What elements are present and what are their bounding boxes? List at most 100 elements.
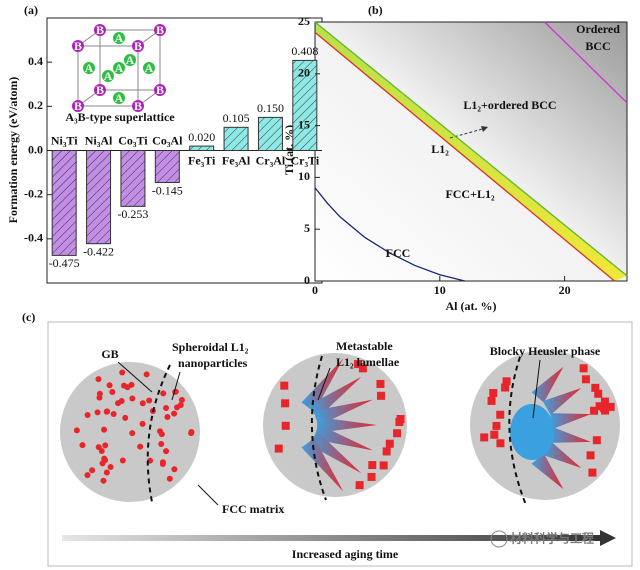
heusler-phase	[510, 404, 554, 460]
particle	[104, 408, 111, 415]
lamella	[308, 376, 362, 419]
y-tick-label: 0	[304, 273, 310, 287]
atom-a	[113, 32, 125, 44]
particle	[376, 379, 385, 388]
y-tick-label: 5	[304, 221, 310, 235]
particle	[73, 427, 80, 434]
particle	[115, 400, 122, 407]
atom-label: B	[134, 99, 142, 113]
particle	[489, 388, 498, 397]
bar	[120, 150, 146, 207]
value-label: -0.145	[152, 183, 183, 197]
particle	[480, 433, 489, 442]
particle	[166, 475, 173, 482]
particle	[164, 414, 171, 421]
particle	[96, 394, 103, 401]
particle	[591, 383, 600, 392]
inset-label: A₃B-type superlattice	[65, 110, 175, 124]
particle	[368, 461, 377, 470]
x-tick-label: Ni₃Al	[85, 133, 113, 147]
particle	[588, 468, 597, 477]
particle	[158, 441, 165, 448]
particle	[501, 383, 510, 392]
particle	[79, 442, 86, 449]
series-line	[314, 31, 615, 282]
atom-label: B	[156, 83, 164, 97]
particle	[100, 477, 107, 484]
lamella	[531, 366, 564, 403]
particle	[595, 402, 604, 411]
particle	[178, 396, 185, 403]
series-line	[544, 21, 628, 104]
particle	[98, 448, 105, 455]
lamella	[301, 358, 344, 412]
atom-label: A	[145, 61, 154, 75]
lamella	[542, 441, 582, 468]
particle	[106, 382, 113, 389]
particle	[188, 430, 195, 437]
particle	[606, 402, 615, 411]
y-axis-label: Formation energy (eV/atom)	[6, 77, 20, 224]
atom-label: A	[85, 61, 94, 75]
particle	[594, 389, 603, 398]
diagram-label: FCC matrix	[222, 502, 284, 516]
region-label: FCC+L1₂	[445, 187, 495, 201]
atom-a	[113, 92, 125, 104]
x-tick-label: Cr₃Ti	[290, 153, 319, 167]
particle	[385, 439, 394, 448]
y-tick-label: 15	[298, 117, 310, 131]
particle	[382, 447, 391, 456]
particle	[139, 420, 146, 427]
y-tick-label: -0.4	[24, 231, 43, 245]
bar	[86, 150, 112, 245]
particle	[490, 430, 499, 439]
particle	[496, 410, 505, 419]
bar	[257, 116, 283, 151]
panel-label: (c)	[22, 310, 35, 324]
x-tick-label: Ni₃Ti	[51, 133, 78, 147]
panel-box	[47, 321, 633, 567]
region-label: L1₂	[431, 142, 449, 156]
bar	[51, 150, 77, 256]
particle	[376, 391, 385, 400]
atom-b	[72, 100, 84, 112]
particle	[487, 396, 496, 405]
watermark: 材料科学与工程	[509, 531, 594, 546]
grain-boundary	[310, 355, 327, 501]
diagram-label: GB	[101, 347, 118, 361]
atom-b	[72, 40, 84, 52]
particle	[119, 369, 126, 376]
bar	[189, 145, 215, 151]
particle	[159, 459, 166, 466]
particle	[158, 431, 165, 438]
particle	[84, 472, 91, 479]
particle	[579, 364, 588, 373]
y-tick-label: 0.0	[28, 142, 43, 156]
y-tick-label: 10	[298, 169, 310, 183]
diagram-label: Metastable	[336, 339, 393, 353]
particle	[119, 457, 126, 464]
atom-b	[154, 24, 166, 36]
value-label: 0.020	[188, 130, 215, 144]
atom-label: B	[156, 23, 164, 37]
value-label: -0.253	[117, 207, 148, 221]
particle	[492, 421, 501, 430]
atom-a	[102, 70, 114, 82]
x-tick-label: Fe₃Ti	[188, 153, 216, 167]
atom-label: B	[96, 23, 104, 37]
atom-b	[94, 84, 106, 96]
l12-band	[315, 22, 627, 281]
atom-a	[143, 62, 155, 74]
arrow-label: Increased aging time	[292, 547, 399, 561]
arrow-head	[481, 126, 488, 132]
lamella	[542, 388, 582, 415]
particle	[103, 469, 110, 476]
atom-label: A	[115, 61, 124, 75]
region-label: Ordered	[576, 22, 620, 36]
particle	[95, 376, 102, 383]
grain-boundary	[508, 356, 527, 506]
y-tick-label: 0.2	[28, 98, 43, 112]
diagram-label: Spheroidal L1₂	[172, 340, 249, 354]
